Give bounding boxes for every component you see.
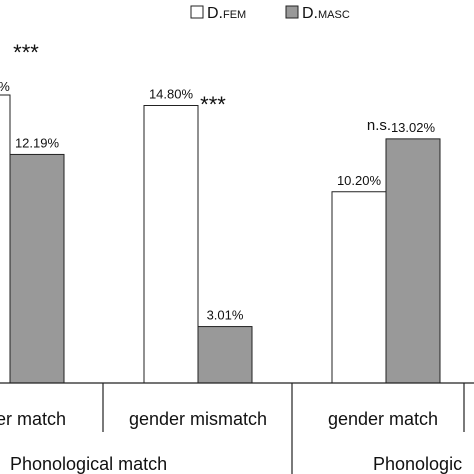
value-label-group1-fem: % xyxy=(0,79,10,94)
supergroup-label-2: Phonologic xyxy=(373,454,462,474)
bar-group1-fem xyxy=(0,94,11,384)
legend: D.FEM D.MASC xyxy=(190,5,350,22)
value-label-group2-masc: 3.01% xyxy=(207,308,244,323)
bar-group3-masc xyxy=(385,138,441,384)
significance-marker-group-1: *** xyxy=(13,40,39,65)
value-label-group1-masc: 12.19% xyxy=(15,135,60,150)
legend-swatch-masc xyxy=(285,5,299,19)
category-label-2: gender mismatch xyxy=(129,409,267,429)
bar-group1-masc xyxy=(9,153,65,384)
bar-group2-masc xyxy=(197,326,253,384)
bars xyxy=(0,94,441,384)
significance-marker-group-3: n.s. xyxy=(367,117,391,134)
bar-group2-fem xyxy=(143,105,199,384)
legend-label-masc: D.MASC xyxy=(302,5,350,22)
significance-markers: *** *** n.s. xyxy=(13,40,391,134)
category-label-1: er match xyxy=(0,409,66,429)
bar-value-labels: % 12.19% 14.80% 3.01% 10.20% 13.02% xyxy=(0,79,435,323)
bar-group3-fem xyxy=(331,191,387,384)
significance-marker-group-2: *** xyxy=(200,92,226,117)
value-label-group2-fem: 14.80% xyxy=(149,87,194,102)
legend-swatch-fem xyxy=(190,5,204,19)
category-label-3: gender match xyxy=(328,409,438,429)
legend-label-fem: D.FEM xyxy=(207,5,246,22)
x-axis: er match gender mismatch gender match Ph… xyxy=(0,382,474,474)
value-label-group3-masc: 13.02% xyxy=(391,120,436,135)
supergroup-label-1: Phonological match xyxy=(10,454,167,474)
value-label-group3-fem: 10.20% xyxy=(337,173,382,188)
